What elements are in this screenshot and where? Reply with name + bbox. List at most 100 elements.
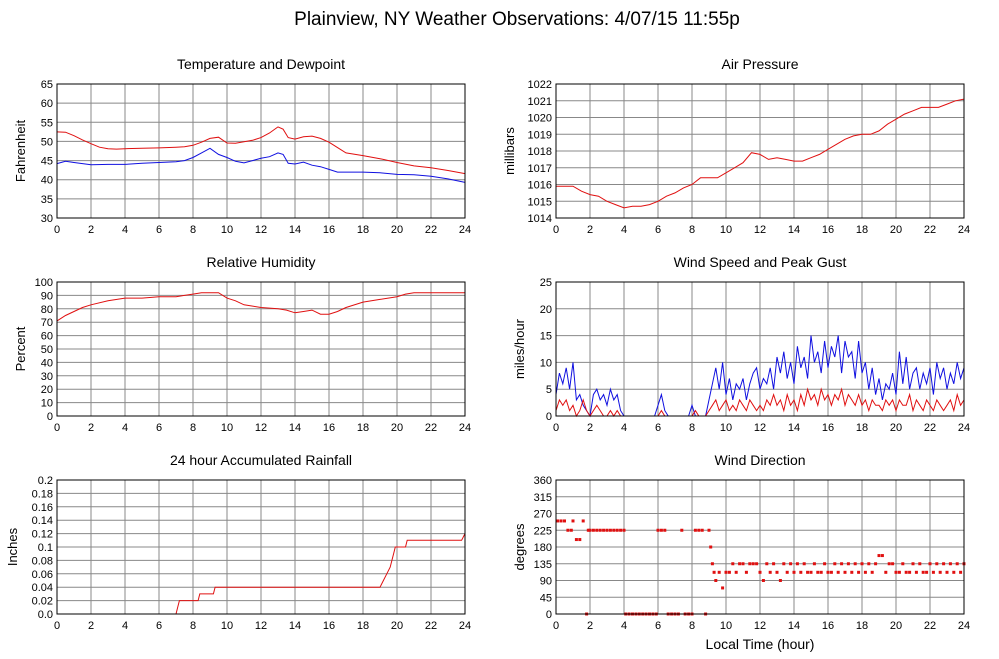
data-point [843, 570, 847, 574]
data-point [602, 528, 606, 532]
series-line-red [556, 98, 965, 209]
x-tick-label: 16 [323, 422, 335, 434]
y-tick-label: 35 [41, 194, 53, 206]
x-tick-label: 14 [289, 422, 301, 434]
data-point [744, 570, 748, 574]
y-tick-label: 0 [47, 411, 53, 423]
y-tick-label: 270 [534, 509, 552, 521]
x-tick-label: 22 [425, 620, 437, 632]
data-point [908, 570, 912, 574]
series-line-red [56, 292, 465, 322]
x-tick-label: 0 [553, 620, 559, 632]
x-axis-label: Local Time (hour) [706, 636, 815, 652]
x-tick-label: 18 [856, 620, 868, 632]
data-point [853, 562, 857, 566]
data-point [816, 570, 820, 574]
data-point [819, 570, 823, 574]
data-point [700, 528, 704, 532]
x-tick-label: 2 [88, 224, 94, 236]
x-tick-label: 20 [890, 620, 902, 632]
data-point [836, 570, 840, 574]
y-tick-label: 55 [41, 117, 53, 129]
x-tick-label: 22 [425, 224, 437, 236]
data-point [622, 528, 626, 532]
data-point [765, 562, 769, 566]
data-point [612, 528, 616, 532]
data-point [734, 570, 738, 574]
y-tick-label: 0.16 [32, 502, 53, 514]
x-tick-label: 0 [553, 422, 559, 434]
x-tick-label: 2 [88, 422, 94, 434]
x-tick-label: 4 [621, 422, 627, 434]
data-point [663, 528, 667, 532]
data-point [659, 528, 663, 532]
y-tick-label: 1015 [528, 196, 552, 208]
data-point [809, 570, 813, 574]
x-tick-label: 6 [156, 422, 162, 434]
data-point [775, 570, 779, 574]
data-point [608, 528, 612, 532]
y-tick-label: 50 [41, 344, 53, 356]
y-axis-label: Percent [13, 326, 28, 371]
data-point [748, 562, 752, 566]
x-tick-label: 22 [924, 620, 936, 632]
x-tick-label: 18 [856, 224, 868, 236]
x-tick-label: 16 [822, 422, 834, 434]
x-tick-label: 2 [587, 422, 593, 434]
data-point [894, 570, 898, 574]
series-line-red [57, 533, 466, 615]
x-tick-label: 20 [391, 620, 403, 632]
data-point [758, 570, 762, 574]
panel-title: Air Pressure [721, 56, 798, 72]
x-tick-label: 20 [890, 224, 902, 236]
data-point [935, 562, 939, 566]
x-tick-label: 18 [357, 620, 369, 632]
direction-panel: 0 2 4 6 8 10 12 14 16 18 20 22 240459013518022527031… [512, 452, 970, 632]
data-point [556, 519, 560, 523]
x-tick-label: 18 [357, 224, 369, 236]
data-point [714, 579, 718, 582]
y-tick-label: 0 [546, 609, 552, 621]
data-point [812, 562, 816, 566]
series-line-blue [56, 147, 466, 183]
y-tick-label: 50 [41, 136, 53, 148]
temp-panel: 0 2 4 6 8 10 12 14 16 18 20 22 243035404550556065Tem… [13, 56, 471, 236]
data-point [884, 570, 888, 574]
x-tick-label: 22 [425, 422, 437, 434]
x-tick-label: 22 [924, 422, 936, 434]
data-point [846, 562, 850, 566]
x-tick-label: 10 [720, 224, 732, 236]
data-point [942, 562, 946, 566]
x-tick-label: 8 [689, 422, 695, 434]
data-point [802, 562, 806, 566]
data-point [870, 570, 874, 574]
data-point [578, 538, 582, 542]
humidity-panel: 0 2 4 6 8 10 12 14 16 18 20 22 240102030405060708090… [13, 254, 471, 434]
data-point [586, 528, 590, 532]
y-tick-label: 180 [534, 542, 552, 554]
y-tick-label: 225 [534, 525, 552, 537]
y-tick-label: 40 [41, 357, 53, 369]
y-axis-label: Fahrenheit [13, 120, 28, 183]
data-point [952, 570, 956, 574]
x-tick-label: 24 [958, 224, 970, 236]
data-point [724, 570, 728, 574]
data-point [738, 562, 742, 566]
x-tick-label: 24 [958, 422, 970, 434]
data-point [680, 528, 684, 532]
data-point [717, 570, 721, 574]
x-tick-label: 6 [655, 422, 661, 434]
y-tick-label: 1018 [528, 146, 552, 158]
panel-title: Wind Speed and Peak Gust [674, 254, 847, 270]
x-tick-label: 24 [958, 620, 970, 632]
data-point [559, 519, 563, 523]
y-tick-label: 90 [540, 576, 552, 588]
data-point [891, 562, 895, 566]
y-tick-label: 1021 [528, 96, 552, 108]
y-tick-label: 0.1 [38, 542, 53, 554]
data-point [914, 570, 918, 574]
y-tick-label: 0.02 [32, 596, 53, 608]
x-tick-label: 8 [689, 224, 695, 236]
x-tick-label: 12 [754, 224, 766, 236]
